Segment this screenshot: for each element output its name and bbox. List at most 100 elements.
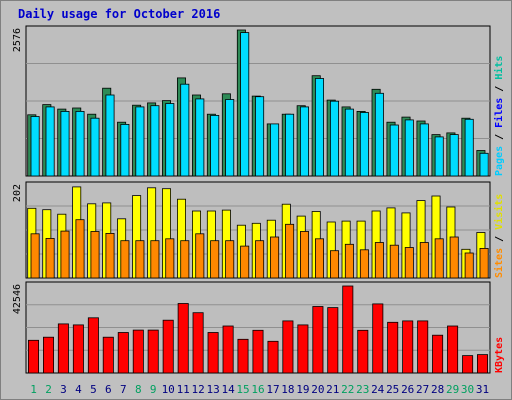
bar-kbytes-13 (207, 332, 219, 374)
x-tick-label: 8 (135, 383, 142, 396)
bar-files-9 (150, 105, 160, 177)
panel-top-legend: Pages / Files / Hits (493, 56, 505, 176)
panel-mid: 202 Sites / Visits (12, 181, 505, 279)
bar-kbytes-18 (282, 320, 294, 374)
x-tick-label: 9 (150, 383, 157, 396)
bar-files-30 (464, 118, 474, 177)
x-tick-label: 6 (105, 383, 112, 396)
panel-mid-legend: Sites / Visits (493, 194, 505, 278)
x-tick-label: 5 (90, 383, 97, 396)
bar-kbytes-23 (357, 329, 369, 374)
legend-sites: Sites (493, 248, 505, 278)
bar-sites-17 (270, 236, 280, 279)
bar-sites-25 (389, 244, 399, 279)
x-tick-label: 16 (251, 383, 264, 396)
x-tick-label: 19 (296, 383, 309, 396)
bar-sites-26 (404, 247, 414, 279)
bar-kbytes-1 (27, 339, 39, 374)
bar-kbytes-27 (417, 320, 429, 374)
x-tick-label: 27 (416, 383, 429, 396)
bar-kbytes-14 (222, 325, 234, 374)
x-tick-label: 10 (162, 383, 175, 396)
bar-sites-24 (374, 242, 384, 279)
x-tick-label: 11 (177, 383, 190, 396)
x-tick-label: 13 (206, 383, 219, 396)
bar-kbytes-16 (252, 329, 264, 374)
panel-top: 2576 Pages / Files / Hits (12, 25, 505, 177)
bar-kbytes-21 (327, 307, 339, 374)
x-tick-label: 26 (401, 383, 414, 396)
bar-kbytes-15 (237, 338, 249, 374)
bar-sites-6 (105, 232, 115, 279)
bar-sites-1 (30, 233, 40, 279)
bar-sites-3 (60, 230, 70, 279)
bar-kbytes-31 (476, 354, 488, 374)
bar-files-31 (479, 152, 489, 177)
bar-files-20 (314, 78, 324, 177)
bar-files-16 (255, 96, 265, 177)
bar-kbytes-10 (162, 319, 174, 374)
bar-files-14 (225, 99, 235, 177)
bar-sites-19 (299, 231, 309, 279)
bar-sites-7 (120, 240, 130, 279)
x-tick-label: 21 (326, 383, 339, 396)
panel-bottom-legend: KBytes (494, 337, 505, 373)
bar-files-24 (374, 92, 384, 177)
bar-files-17 (270, 123, 280, 177)
bar-sites-28 (434, 238, 444, 279)
bar-kbytes-6 (102, 336, 114, 374)
bar-sites-13 (210, 240, 220, 279)
bar-files-25 (389, 124, 399, 177)
bar-files-10 (165, 103, 175, 177)
x-tick-label: 20 (311, 383, 324, 396)
bar-sites-21 (329, 250, 339, 279)
x-tick-label: 1 (30, 383, 37, 396)
bar-files-12 (195, 98, 205, 177)
bar-kbytes-11 (177, 303, 189, 374)
bar-kbytes-12 (192, 312, 204, 374)
bar-kbytes-3 (57, 323, 69, 374)
bar-files-1 (30, 116, 40, 177)
bar-kbytes-5 (87, 317, 99, 374)
bar-files-2 (45, 106, 55, 177)
bar-sites-9 (150, 240, 160, 279)
bar-kbytes-20 (312, 306, 324, 374)
x-tick-label: 18 (281, 383, 294, 396)
bar-kbytes-28 (432, 334, 444, 374)
bar-files-4 (75, 111, 85, 177)
x-tick-label: 25 (386, 383, 399, 396)
bar-sites-12 (195, 233, 205, 279)
legend-files: Files (493, 98, 505, 128)
bar-sites-30 (464, 252, 474, 279)
bar-kbytes-17 (267, 340, 279, 374)
bar-files-21 (329, 100, 339, 177)
bar-sites-2 (45, 237, 55, 279)
bar-sites-22 (344, 243, 354, 279)
x-tick-label: 2 (45, 383, 52, 396)
x-tick-label: 28 (431, 383, 444, 396)
bar-files-26 (404, 119, 414, 177)
bar-files-23 (359, 112, 369, 177)
bar-files-3 (60, 111, 70, 177)
x-tick-label: 29 (446, 383, 459, 396)
bar-kbytes-4 (72, 324, 84, 374)
bar-sites-8 (135, 240, 145, 279)
x-tick-label: 4 (75, 383, 82, 396)
bar-sites-23 (359, 249, 369, 279)
bar-kbytes-9 (147, 329, 159, 374)
bar-kbytes-22 (342, 285, 354, 374)
x-tick-label: 7 (120, 383, 127, 396)
x-tick-label: 24 (371, 383, 385, 396)
bar-sites-4 (75, 219, 85, 279)
bar-sites-29 (449, 236, 459, 279)
x-tick-label: 14 (221, 383, 235, 396)
panel-bottom-ymax-label: 42546 (12, 284, 23, 314)
x-tick-label: 31 (476, 383, 489, 396)
bar-sites-14 (225, 240, 235, 279)
bar-kbytes-7 (117, 332, 129, 374)
bar-kbytes-30 (462, 355, 474, 374)
bar-sites-16 (255, 240, 265, 279)
legend-pages: Pages (494, 146, 505, 176)
x-tick-label: 3 (60, 383, 67, 396)
